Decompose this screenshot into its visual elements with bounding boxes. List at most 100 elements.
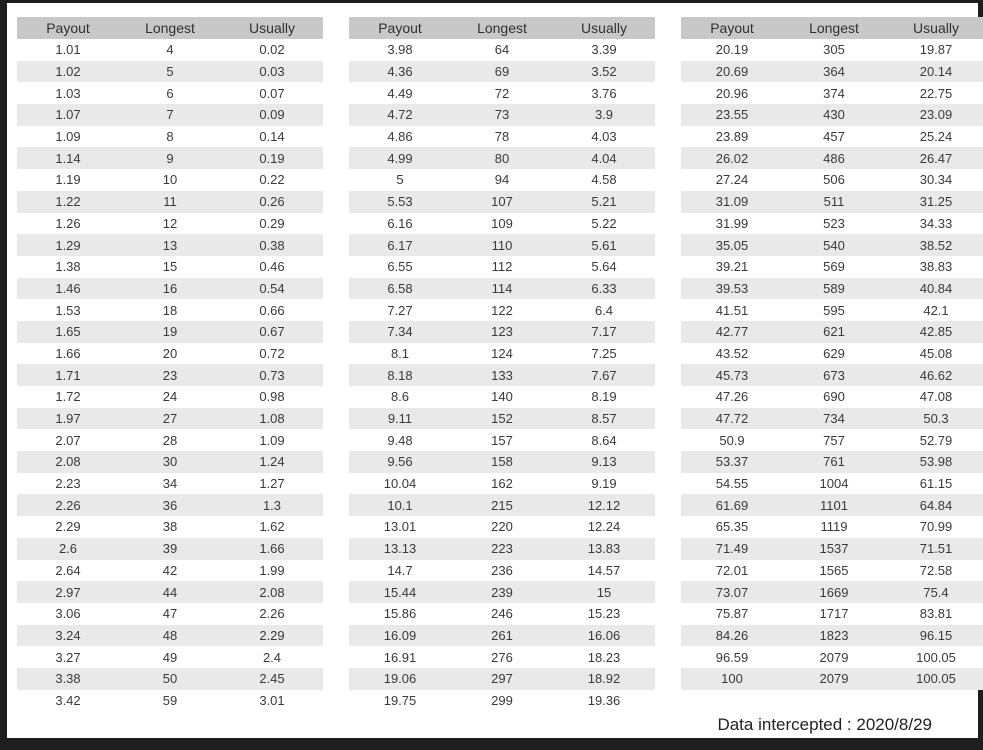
column-header-longest: Longest bbox=[145, 20, 195, 36]
cell-payout: 100 bbox=[721, 671, 743, 687]
cell-payout: 9.48 bbox=[387, 432, 413, 448]
cell-usually: 1.08 bbox=[259, 411, 285, 427]
cell-payout: 1.66 bbox=[55, 345, 81, 361]
column-header-payout: Payout bbox=[378, 20, 422, 36]
table-row: 6.55 112 5.64 bbox=[349, 255, 655, 278]
cell-usually: 0.19 bbox=[259, 150, 285, 166]
cell-longest: 73 bbox=[494, 107, 510, 123]
cell-payout: 2.29 bbox=[55, 519, 81, 535]
cell-longest: 110 bbox=[491, 237, 513, 253]
table-row: 23.55 430 23.09 bbox=[681, 104, 983, 126]
cell-usually: 4.03 bbox=[591, 129, 617, 145]
cell-longest: 11 bbox=[163, 194, 177, 210]
cell-payout: 47.72 bbox=[715, 411, 749, 427]
cell-payout: 1.01 bbox=[55, 42, 81, 58]
table-row: 53.37 761 53.98 bbox=[681, 451, 983, 473]
cell-payout: 16.09 bbox=[383, 627, 417, 643]
cell-payout: 1.26 bbox=[55, 215, 81, 231]
cell-longest: 78 bbox=[494, 129, 510, 145]
cell-usually: 47.08 bbox=[919, 389, 953, 405]
cell-payout: 1.65 bbox=[55, 324, 81, 340]
cell-usually: 4.04 bbox=[591, 150, 617, 166]
cell-longest: 4 bbox=[166, 42, 174, 58]
cell-payout: 4.86 bbox=[387, 129, 413, 145]
payout-table-1: Payout Longest Usually 1.01 4 0.02 1.02 5 0.03 1… bbox=[17, 17, 323, 712]
table-row: 1.14 9 0.19 bbox=[17, 147, 323, 170]
cell-longest: 157 bbox=[491, 432, 513, 448]
table-row: 7.27 122 6.4 bbox=[349, 299, 655, 321]
table-row: 1.72 24 0.98 bbox=[17, 386, 323, 408]
cell-longest: 540 bbox=[823, 237, 845, 253]
cell-payout: 1.46 bbox=[55, 280, 81, 296]
cell-payout: 35.05 bbox=[715, 237, 749, 253]
cell-payout: 20.96 bbox=[715, 85, 749, 101]
cell-longest: 457 bbox=[823, 129, 845, 145]
cell-usually: 22.75 bbox=[919, 85, 953, 101]
cell-payout: 2.23 bbox=[55, 476, 81, 492]
cell-longest: 761 bbox=[823, 454, 845, 470]
cell-payout: 42.77 bbox=[715, 324, 749, 340]
cell-longest: 569 bbox=[823, 259, 845, 275]
table-row: 47.26 690 47.08 bbox=[681, 386, 983, 408]
cell-longest: 48 bbox=[162, 627, 178, 643]
cell-usually: 0.66 bbox=[259, 302, 285, 318]
cell-usually: 0.22 bbox=[259, 172, 285, 188]
table-row: 73.07 1669 75.4 bbox=[681, 581, 983, 603]
cell-longest: 133 bbox=[491, 367, 513, 383]
cell-payout: 1.38 bbox=[55, 259, 81, 275]
cell-usually: 9.19 bbox=[591, 476, 617, 492]
cell-payout: 27.24 bbox=[715, 172, 749, 188]
cell-usually: 0.26 bbox=[259, 194, 285, 210]
cell-usually: 50.3 bbox=[923, 411, 949, 427]
cell-usually: 7.67 bbox=[591, 367, 617, 383]
table-row: 1.71 23 0.73 bbox=[17, 364, 323, 386]
cell-longest: 39 bbox=[162, 541, 178, 557]
table-row: 1.65 19 0.67 bbox=[17, 320, 323, 343]
cell-payout: 47.26 bbox=[715, 389, 749, 405]
cell-longest: 19 bbox=[162, 324, 178, 340]
cell-payout: 1.53 bbox=[55, 302, 81, 318]
cell-usually: 25.24 bbox=[919, 129, 953, 145]
cell-longest: 486 bbox=[823, 150, 845, 166]
table-row: 5 94 4.58 bbox=[349, 169, 655, 191]
column-header-usually: Usually bbox=[249, 20, 295, 36]
cell-payout: 1.97 bbox=[55, 411, 81, 427]
cell-usually: 19.36 bbox=[587, 692, 621, 708]
table-row: 4.86 78 4.03 bbox=[349, 125, 655, 148]
cell-payout: 3.27 bbox=[55, 649, 81, 665]
cell-payout: 61.69 bbox=[715, 497, 749, 513]
cell-usually: 3.9 bbox=[594, 107, 614, 123]
cell-payout: 1.02 bbox=[55, 64, 81, 80]
cell-longest: 36 bbox=[162, 497, 178, 513]
cell-longest: 305 bbox=[823, 42, 845, 58]
cell-usually: 6.4 bbox=[594, 302, 614, 318]
cell-payout: 73.07 bbox=[715, 584, 749, 600]
cell-payout: 41.51 bbox=[715, 302, 749, 318]
cell-longest: 9 bbox=[166, 150, 174, 166]
cell-longest: 23 bbox=[162, 367, 178, 383]
cell-usually: 1.24 bbox=[259, 454, 285, 470]
cell-payout: 3.24 bbox=[55, 627, 81, 643]
cell-longest: 34 bbox=[162, 476, 178, 492]
cell-longest: 69 bbox=[494, 64, 510, 80]
table-header-row: Payout Longest Usually bbox=[17, 17, 323, 39]
table-row: 6.16 109 5.22 bbox=[349, 212, 655, 235]
table-row: 54.55 1004 61.15 bbox=[681, 472, 983, 495]
cell-payout: 1.14 bbox=[55, 150, 81, 166]
table-row: 1.46 16 0.54 bbox=[17, 277, 323, 300]
cell-longest: 38 bbox=[162, 519, 178, 535]
table-row: 20.69 364 20.14 bbox=[681, 60, 983, 83]
table-row: 1.07 7 0.09 bbox=[17, 104, 323, 126]
cell-usually: 0.38 bbox=[259, 237, 285, 253]
cell-payout: 6.17 bbox=[387, 237, 413, 253]
cell-payout: 6.55 bbox=[387, 259, 413, 275]
cell-payout: 4.99 bbox=[387, 150, 413, 166]
cell-payout: 1.19 bbox=[55, 172, 81, 188]
cell-payout: 8.1 bbox=[390, 345, 410, 361]
cell-payout: 26.02 bbox=[715, 150, 749, 166]
cell-usually: 100.05 bbox=[916, 649, 956, 665]
table-row: 2.26 36 1.3 bbox=[17, 494, 323, 517]
table-row: 100 2079 100.05 bbox=[681, 667, 983, 690]
cell-payout: 1.72 bbox=[55, 389, 81, 405]
payout-table-3: Payout Longest Usually 20.19 305 19.87 20.69 3… bbox=[681, 17, 983, 690]
